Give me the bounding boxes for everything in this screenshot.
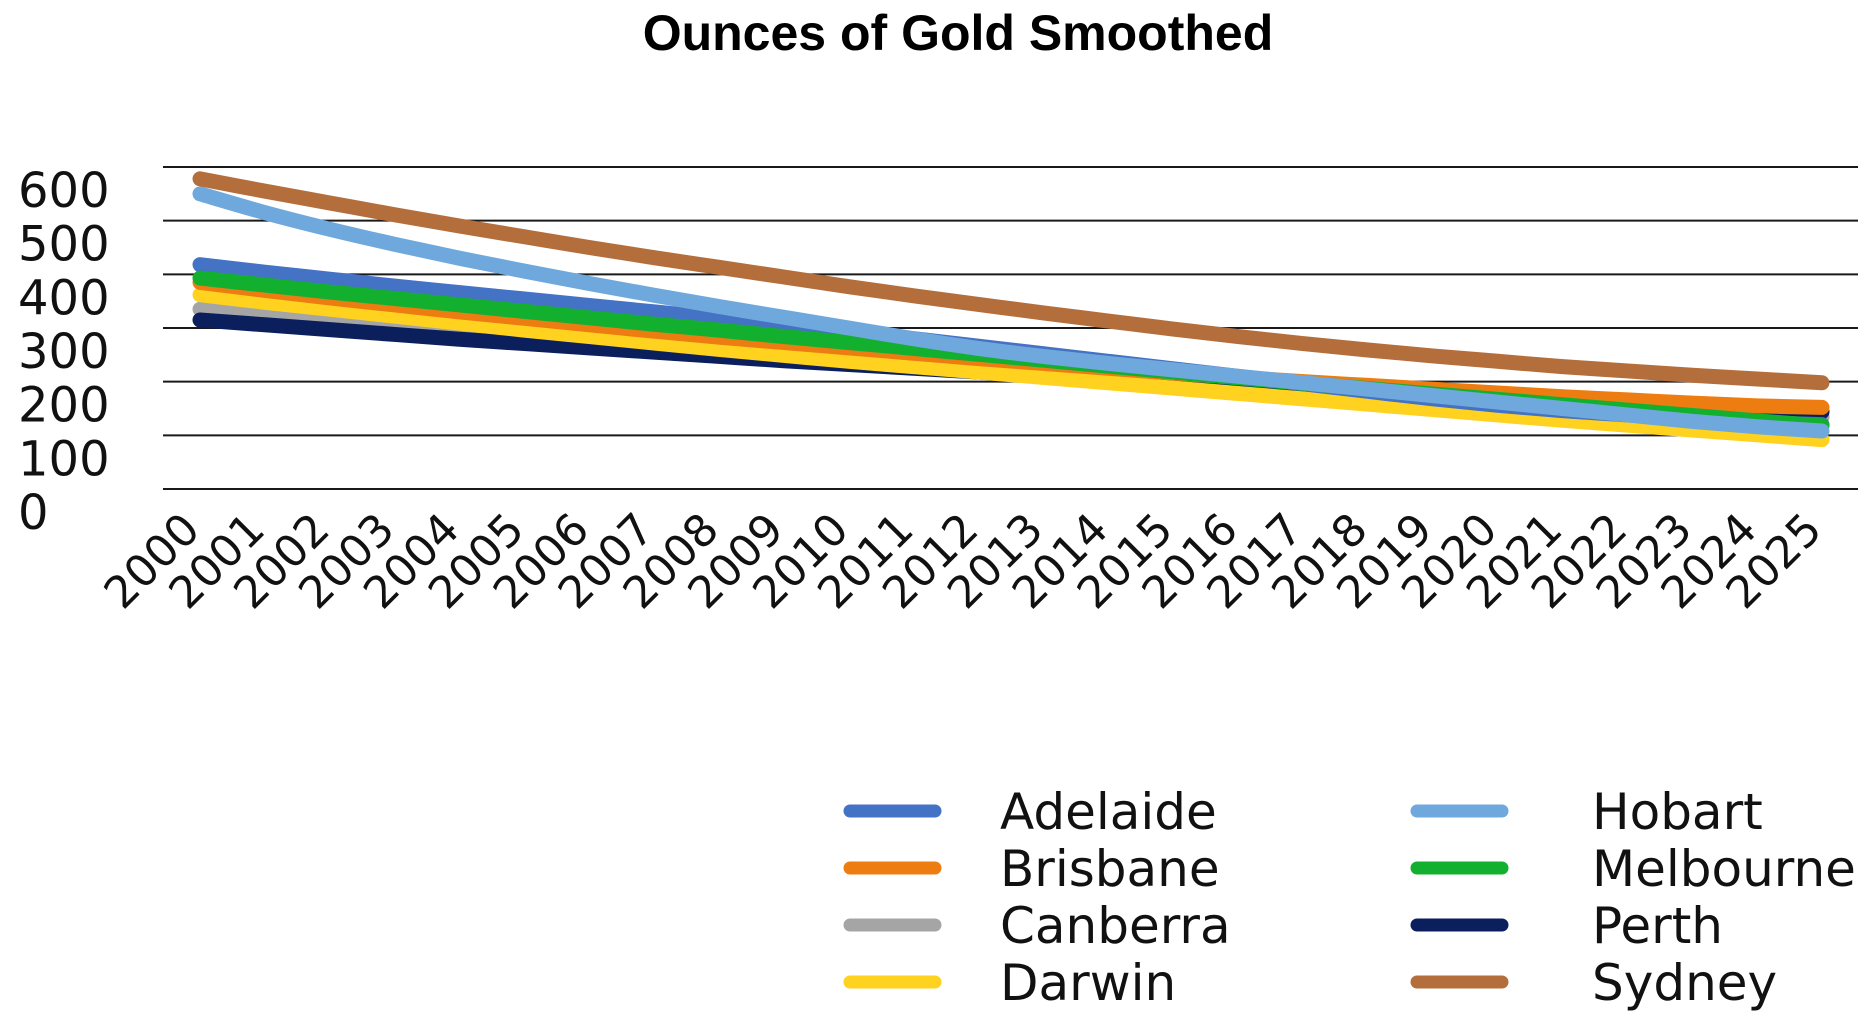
series-line-sydney <box>192 171 1830 391</box>
y-tick-label: 400 <box>18 270 110 326</box>
y-tick-label: 300 <box>18 324 110 380</box>
legend-label-adelaide: Adelaide <box>1000 783 1217 841</box>
series-line-darwin <box>192 287 1830 448</box>
y-tick-label: 100 <box>18 431 110 487</box>
y-tick-label: 0 <box>18 485 49 541</box>
legend-label-hobart: Hobart <box>1592 783 1763 841</box>
legend-label-brisbane: Brisbane <box>1000 840 1220 898</box>
y-tick-label: 500 <box>18 217 110 273</box>
legend-label-canberra: Canberra <box>1000 897 1231 955</box>
chart-title: Ounces of Gold Smoothed <box>643 5 1274 61</box>
y-tick-label: 600 <box>18 163 110 219</box>
legend-label-sydney: Sydney <box>1592 954 1777 1012</box>
legend-label-melbourne: Melbourne <box>1592 840 1856 898</box>
y-tick-label: 200 <box>18 378 110 434</box>
series-line-hobart <box>192 186 1830 439</box>
legend-label-darwin: Darwin <box>1000 954 1176 1012</box>
series-lines <box>192 171 1830 448</box>
x-axis-ticks: 2000200120022003200420052006200720082009… <box>95 504 1832 619</box>
legend-label-perth: Perth <box>1592 897 1723 955</box>
